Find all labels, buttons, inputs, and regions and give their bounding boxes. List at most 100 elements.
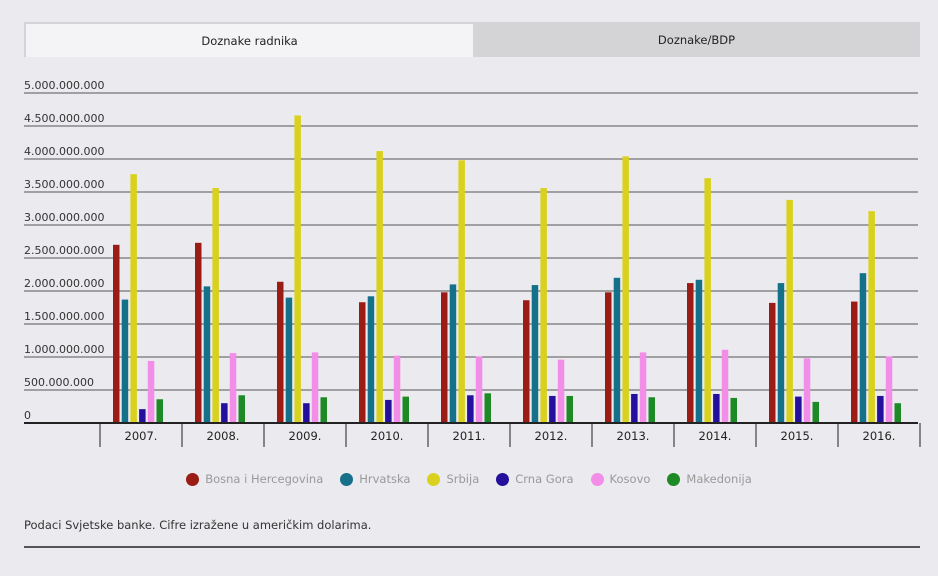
y-tick-label: 4.500.000.000 <box>24 112 104 125</box>
legend-item[interactable]: Bosna i Hercegovina <box>186 472 323 486</box>
tab-doznake-radnika[interactable]: Doznake radnika <box>24 22 473 57</box>
bar <box>631 393 638 423</box>
bar <box>622 156 629 424</box>
legend-swatch <box>667 472 681 486</box>
bar <box>229 353 237 423</box>
legend-label: Kosovo <box>609 472 651 486</box>
bar <box>238 395 245 423</box>
bar <box>303 403 310 423</box>
y-tick-label: 3.500.000.000 <box>24 178 104 191</box>
bar <box>359 302 366 423</box>
bar <box>113 244 120 423</box>
bar <box>320 397 327 423</box>
legend-item[interactable]: Srbija <box>427 472 479 486</box>
y-tick-label: 3.000.000.000 <box>24 211 104 224</box>
bar <box>859 273 867 423</box>
bar <box>385 399 392 423</box>
bar <box>566 395 573 423</box>
bar <box>730 397 737 423</box>
legend-item[interactable]: Kosovo <box>590 472 651 486</box>
chart-footnote: Podaci Svjetske banke. Cifre izražene u … <box>24 518 372 532</box>
legend-item[interactable]: Hrvatska <box>340 472 410 486</box>
bar <box>484 393 491 423</box>
bar <box>786 199 793 423</box>
bar <box>803 358 811 423</box>
legend-label: Hrvatska <box>359 472 411 486</box>
legend-item[interactable]: Makedonija <box>667 472 752 486</box>
x-tick-label: 2007. <box>125 429 158 443</box>
bar <box>449 284 457 423</box>
bar <box>695 279 703 423</box>
bar <box>868 211 875 423</box>
bar <box>195 242 202 423</box>
bar <box>613 277 621 423</box>
bar <box>795 396 802 423</box>
bar <box>851 301 858 423</box>
legend-label: Makedonija <box>686 472 752 486</box>
chart-legend: Bosna i Hercegovina Hrvatska Srbija Crna Go… <box>0 469 938 489</box>
legend-swatch <box>427 472 441 486</box>
y-tick-label: 5.000.000.000 <box>24 79 104 92</box>
bar <box>704 178 711 423</box>
bar <box>441 292 448 423</box>
y-tick-label: 0 <box>24 409 31 422</box>
bar <box>130 174 137 423</box>
x-tick-label: 2016. <box>863 429 896 443</box>
bar <box>769 302 776 423</box>
x-tick-label: 2014. <box>699 429 732 443</box>
bar <box>212 188 219 423</box>
legend-item[interactable]: Crna Gora <box>496 472 574 486</box>
legend-swatch <box>590 472 604 486</box>
bar <box>221 403 228 423</box>
chart-tabs: Doznake radnika Doznake/BDP <box>24 22 920 57</box>
y-tick-label: 1.500.000.000 <box>24 310 104 323</box>
bar <box>139 409 146 423</box>
bar <box>687 283 694 423</box>
x-tick-label: 2010. <box>371 429 404 443</box>
legend-label: Srbija <box>446 472 480 486</box>
bar <box>467 395 474 423</box>
bar <box>713 393 720 423</box>
x-tick-label: 2013. <box>617 429 650 443</box>
y-tick-label: 4.000.000.000 <box>24 145 104 158</box>
bar <box>121 299 129 423</box>
legend-swatch <box>340 472 354 486</box>
x-tick-label: 2011. <box>453 429 486 443</box>
x-tick-label: 2008. <box>207 429 240 443</box>
bar <box>639 352 647 423</box>
bar <box>311 352 319 423</box>
x-tick-label: 2012. <box>535 429 568 443</box>
bar <box>648 397 655 423</box>
legend-swatch <box>496 472 510 486</box>
bar <box>376 151 383 423</box>
bar <box>777 283 785 423</box>
tab-doznake-bdp[interactable]: Doznake/BDP <box>657 32 736 47</box>
legend-label: Crna Gora <box>515 472 574 486</box>
bar <box>277 281 284 423</box>
y-tick-label: 2.000.000.000 <box>24 277 104 290</box>
bar <box>294 115 301 423</box>
bar <box>203 286 211 423</box>
legend-swatch <box>186 472 200 486</box>
y-tick-label: 500.000.000 <box>24 376 94 389</box>
x-tick-label: 2009. <box>289 429 322 443</box>
y-tick-label: 1.000.000.000 <box>24 343 104 356</box>
bar <box>458 160 465 423</box>
bottom-divider <box>24 546 920 548</box>
bar <box>877 395 884 423</box>
bar <box>894 403 901 423</box>
bar <box>475 356 483 423</box>
y-tick-label: 2.500.000.000 <box>24 244 104 257</box>
bar <box>721 349 729 423</box>
x-tick-label: 2015. <box>781 429 814 443</box>
bar <box>156 399 163 423</box>
bar <box>557 359 565 423</box>
bar <box>367 296 375 423</box>
bar <box>402 396 409 423</box>
bar <box>885 356 893 423</box>
bar <box>147 360 155 423</box>
bar <box>540 188 547 423</box>
bar <box>531 285 539 423</box>
bar-chart: 0 500.000.000 1.000.000.000 1.500.000.000 2.… <box>24 79 921 447</box>
legend-label: Bosna i Hercegovina <box>205 472 324 486</box>
